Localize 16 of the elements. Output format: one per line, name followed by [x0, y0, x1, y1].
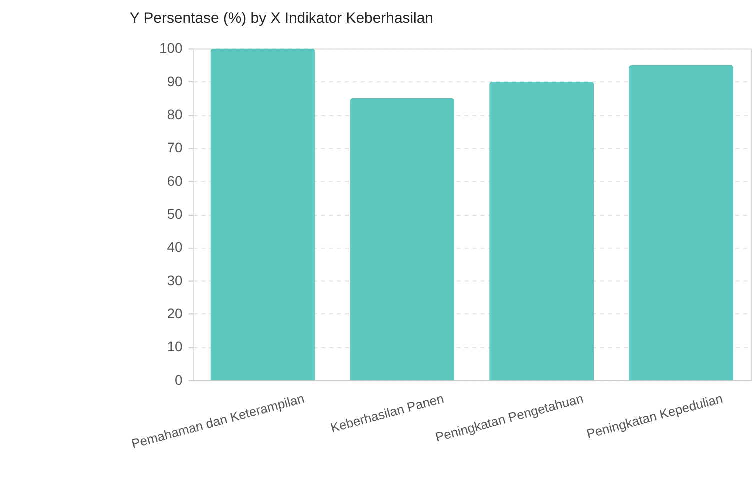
y-tick-label: 60 [167, 172, 184, 189]
y-tick-label: 20 [167, 306, 184, 322]
chart-title: Y Persentase (%) by X Indikator Keberhasilan [130, 10, 434, 27]
bar [210, 48, 316, 380]
y-tick-label: 10 [167, 338, 184, 355]
bar [490, 82, 594, 380]
y-tick-label: 80 [167, 106, 184, 123]
y-tick-label: 40 [167, 239, 184, 256]
bar [350, 98, 455, 380]
y-tick-label: 70 [167, 140, 184, 156]
y-tick-label: 30 [167, 272, 184, 288]
y-tick-label: 100 [160, 40, 184, 56]
y-tick-label: 0 [175, 372, 184, 388]
y-tick-label: 50 [167, 206, 184, 222]
y-tick-label: 90 [167, 73, 184, 90]
bar [629, 65, 734, 380]
